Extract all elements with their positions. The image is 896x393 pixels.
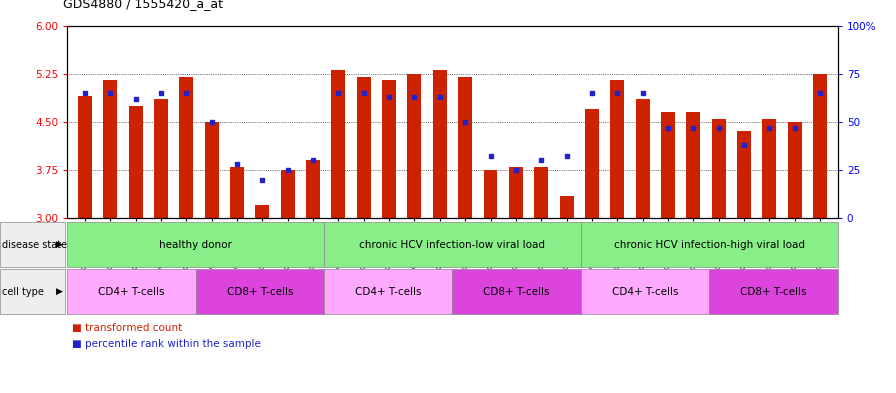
Bar	[813, 73, 827, 218]
Bar	[306, 160, 320, 218]
Text: ■ transformed count: ■ transformed count	[72, 323, 182, 333]
Bar	[204, 122, 219, 218]
Bar	[230, 167, 244, 218]
Text: disease state: disease state	[2, 240, 67, 250]
Bar	[610, 80, 625, 218]
Text: CD4+ T-cells: CD4+ T-cells	[355, 287, 421, 297]
Text: chronic HCV infection-high viral load: chronic HCV infection-high viral load	[614, 240, 805, 250]
Text: ▶: ▶	[56, 287, 63, 296]
Bar	[686, 112, 701, 218]
Text: CD8+ T-cells: CD8+ T-cells	[740, 287, 806, 297]
Text: chronic HCV infection-low viral load: chronic HCV infection-low viral load	[359, 240, 546, 250]
Text: ▶: ▶	[56, 240, 63, 249]
Text: CD8+ T-cells: CD8+ T-cells	[484, 287, 550, 297]
Bar	[534, 167, 548, 218]
Bar	[509, 167, 523, 218]
Text: GDS4880 / 1555420_a_at: GDS4880 / 1555420_a_at	[63, 0, 223, 10]
Bar	[635, 99, 650, 218]
Bar	[711, 119, 726, 218]
Text: CD4+ T-cells: CD4+ T-cells	[612, 287, 678, 297]
Bar	[458, 77, 472, 218]
Bar	[560, 196, 573, 218]
Bar	[788, 122, 802, 218]
Bar	[762, 119, 776, 218]
Bar	[129, 106, 142, 218]
Text: cell type: cell type	[2, 287, 44, 297]
Bar	[154, 99, 168, 218]
Bar	[332, 70, 345, 218]
Bar	[255, 205, 270, 218]
Bar	[585, 109, 599, 218]
Bar	[179, 77, 194, 218]
Bar	[103, 80, 117, 218]
Bar	[78, 96, 92, 218]
Bar	[382, 80, 396, 218]
Text: CD4+ T-cells: CD4+ T-cells	[99, 287, 165, 297]
Text: CD8+ T-cells: CD8+ T-cells	[227, 287, 293, 297]
Bar	[661, 112, 675, 218]
Text: healthy donor: healthy donor	[159, 240, 232, 250]
Text: ■ percentile rank within the sample: ■ percentile rank within the sample	[72, 339, 261, 349]
Bar	[737, 131, 751, 218]
Bar	[357, 77, 371, 218]
Bar	[433, 70, 447, 218]
Bar	[408, 73, 421, 218]
Bar	[484, 170, 497, 218]
Bar	[280, 170, 295, 218]
